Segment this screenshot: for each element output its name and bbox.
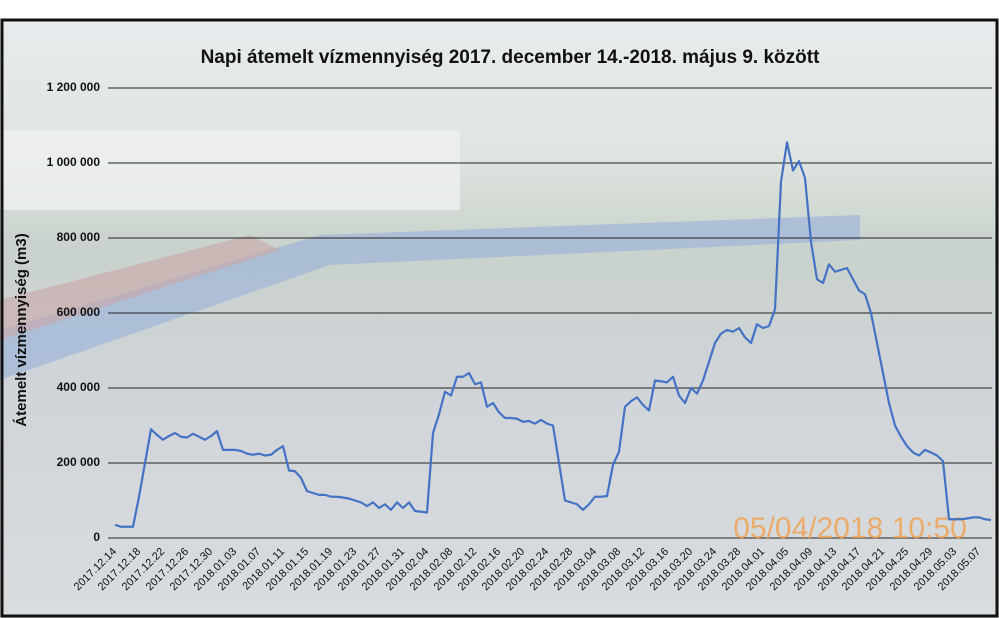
photo-timestamp: 05/04/2018 10:50: [733, 512, 967, 545]
y-tick-label: 800 000: [57, 230, 101, 244]
y-tick-label: 1 200 000: [47, 80, 101, 94]
y-tick-label: 0: [93, 530, 100, 544]
y-tick-label: 600 000: [57, 305, 101, 319]
building: [0, 130, 460, 210]
chart-title: Napi átemelt vízmennyiség 2017. december…: [201, 47, 820, 68]
y-tick-label: 400 000: [57, 380, 101, 394]
y-tick-label: 200 000: [57, 455, 101, 469]
y-tick-label: 1 000 000: [47, 155, 101, 169]
y-axis-label: Átemelt vízmennyiség (m3): [13, 233, 30, 426]
chart: Napi átemelt vízmennyiség 2017. december…: [0, 0, 999, 618]
top-strip: [0, 0, 999, 20]
